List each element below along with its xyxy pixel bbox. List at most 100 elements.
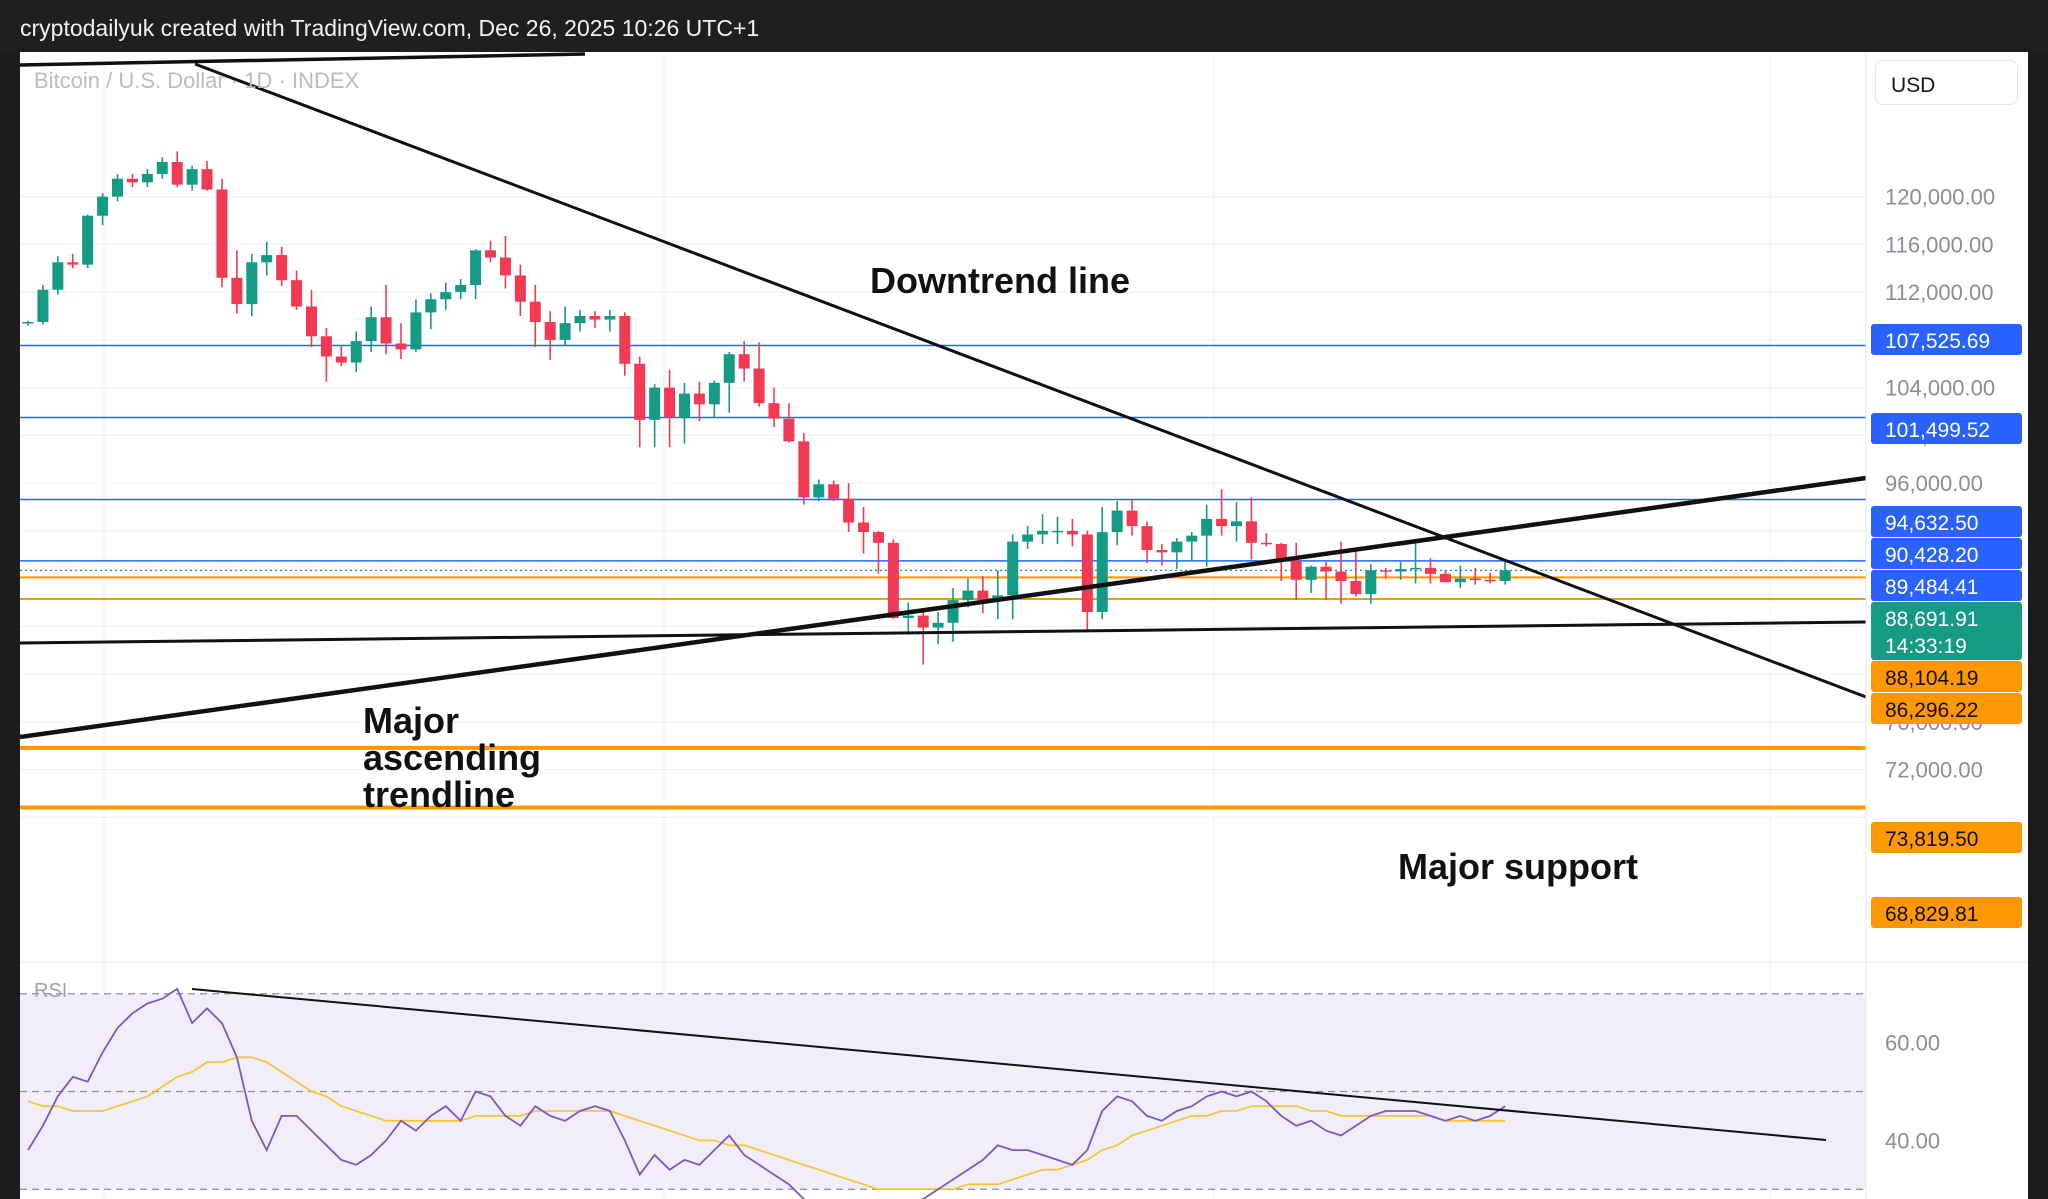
candle-body [126,178,138,183]
annotation-ascending-line: ascending [363,737,541,778]
candle-body [1201,518,1213,536]
price-tag-bg [1871,570,2022,601]
price-axis-label: 116,000.00 [1885,232,1993,257]
rsi-label: RSI [34,980,68,1002]
candle-body [1171,541,1183,553]
candle-body [977,590,989,601]
candle-body [1410,567,1422,570]
candle-body [783,418,795,442]
candle-body [858,522,870,533]
candle-body [1007,541,1019,596]
candle-body [1186,535,1198,542]
candle-body [455,284,467,293]
price-tag-label: 88,104.19 [1885,667,1978,690]
price-tag-label: 73,819.50 [1885,828,1978,851]
price-tag-label: 88,691.91 [1885,608,1978,631]
candle-body [350,341,362,363]
candle-body [320,336,332,357]
header-text: cryptodailyuk created with TradingView.c… [20,15,760,41]
candle-body [141,173,153,183]
candle-body [1350,581,1362,595]
candle-body [1081,534,1093,613]
top-bar: cryptodailyuk created with TradingView.c… [0,0,2048,52]
chart-panel[interactable]: Downtrend line Major ascending trendline Maj… [20,52,2028,1199]
downtrend-line [194,62,1867,699]
candle-body [470,250,482,285]
price-tag-bg [1871,661,2022,692]
rsi-axis-label: 60.00 [1885,1031,1940,1056]
candle-body [97,196,109,216]
candle-body [246,262,258,305]
candle-body [485,250,497,258]
annotation-ascending-line: trendline [363,774,515,815]
candle-body [708,382,720,405]
candle-body [1395,569,1407,572]
rsi-axis-label: 40.00 [1885,1128,1940,1153]
price-tag-label: 14:33:19 [1885,635,1967,658]
candle-body [395,343,407,350]
candle-body [1111,510,1123,533]
candle-body [828,484,840,499]
candle-body [1439,573,1451,583]
candle-body [1499,570,1511,582]
candle-body [1320,566,1332,572]
price-axis-label: 72,000.00 [1885,758,1983,783]
candle-body [440,292,452,300]
candle-body [305,306,317,337]
candle-body [932,622,944,628]
candle-body [544,321,556,340]
candle-body [917,615,929,628]
candle-body [1260,542,1272,545]
price-axis-label: 104,000.00 [1885,376,1995,401]
annotation-ascending-line: Major [363,700,459,741]
candle-body [738,354,750,369]
candle-body [410,312,422,350]
candle-body [1022,534,1034,542]
candle-body [634,363,646,420]
candle-body [1365,570,1377,595]
candle-body [186,169,198,185]
candle-body [1216,518,1228,527]
price-tag-bg [1871,693,2022,724]
price-tag-bg [1871,324,2022,355]
price-tag-bg [1871,822,2022,853]
candle-body [156,162,168,174]
candle-body [872,532,884,543]
price-tag-bg [1871,538,2022,569]
price-axis-label: 120,000.00 [1885,185,1995,210]
price-tag-bg [1871,629,2022,660]
candle-body [604,316,616,320]
price-tag-bg [1871,413,2022,444]
candle-body [216,189,228,278]
candle-body [1066,530,1078,535]
price-pane-bg [20,52,1866,962]
price-tag-label: 89,484.41 [1885,576,1978,599]
price-tag-bg [1871,897,2022,928]
candle-body [798,441,810,498]
candle-body [1231,521,1243,527]
price-tag-label: 101,499.52 [1885,419,1990,442]
candle-body [425,299,437,313]
candle-body [1156,549,1168,553]
currency-selector[interactable]: USD [1875,60,2018,105]
candle-body [1051,530,1063,533]
candle-body [529,301,541,322]
candle-body [291,280,303,307]
candle-body [1037,530,1049,535]
lower-trendline [20,620,1867,645]
candle-body [171,162,183,185]
candles-group [22,151,1511,665]
candle-body [335,356,347,363]
candle-body [962,590,974,601]
price-tag-label: 90,428.20 [1885,544,1978,567]
candle-body [261,255,273,263]
rsi-ma-line [27,1056,1506,1191]
candle-body [67,262,79,265]
price-tag-label: 86,296.22 [1885,699,1978,722]
candle-body [1141,526,1153,550]
candle-body [1380,570,1392,572]
candle-body [1335,571,1347,582]
candle-body [678,393,690,418]
candle-body [1424,567,1436,574]
